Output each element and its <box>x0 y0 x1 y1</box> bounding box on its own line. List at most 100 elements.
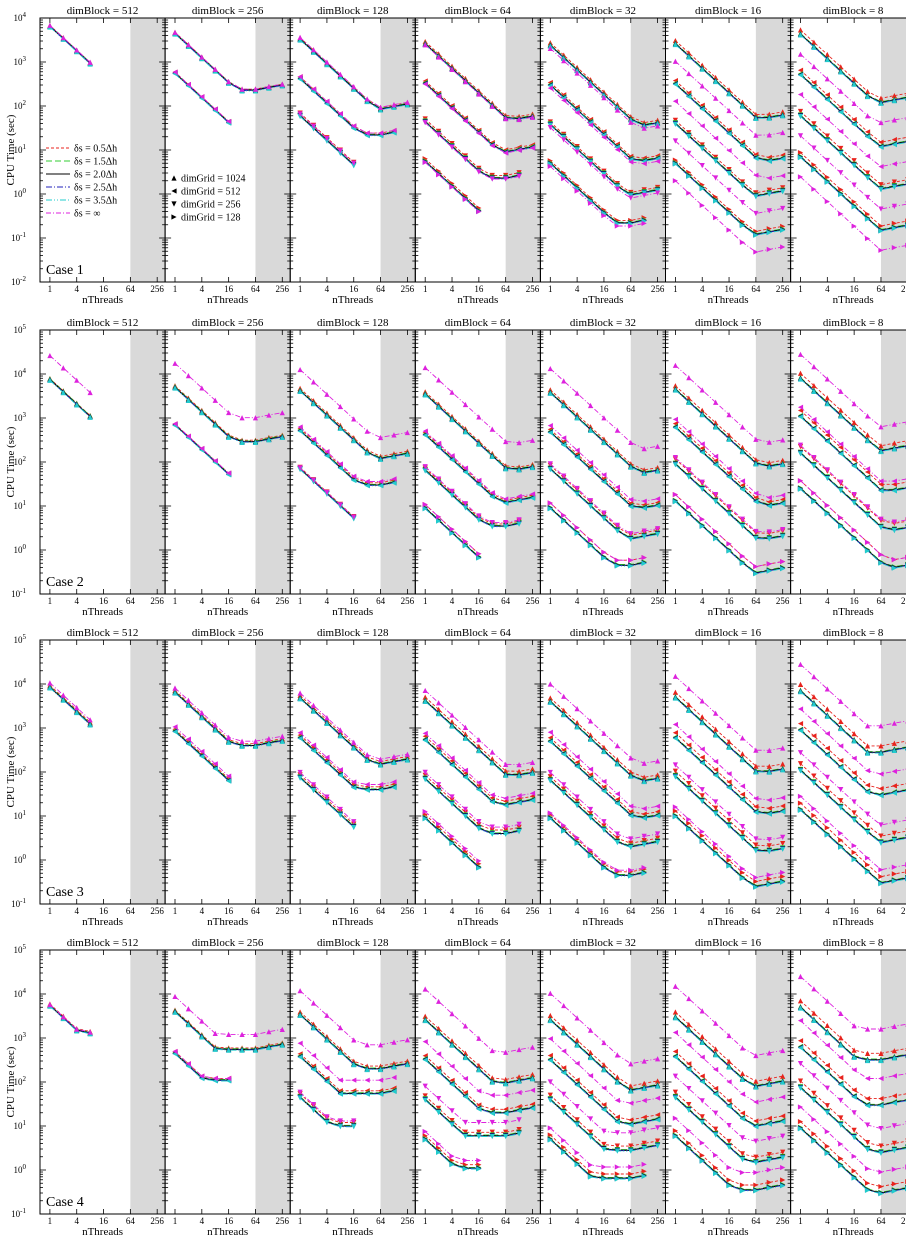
x-tick-label: 1 <box>298 596 303 606</box>
data-point <box>654 190 661 196</box>
data-point <box>601 510 607 516</box>
data-point <box>851 453 857 460</box>
data-point <box>699 441 705 447</box>
data-point <box>628 496 634 503</box>
data-point <box>672 41 679 48</box>
data-point <box>60 692 66 698</box>
data-point <box>436 377 442 383</box>
x-axis-label: nThreads <box>457 606 498 618</box>
data-point <box>672 416 679 422</box>
data-point <box>476 209 482 215</box>
x-axis-label: nThreads <box>207 606 248 618</box>
y-tick-exponent: 2 <box>23 455 27 463</box>
y-tick-label: 103 <box>14 411 27 423</box>
panel-title: dimBlock = 16 <box>695 5 762 17</box>
data-point <box>891 117 897 123</box>
data-point <box>297 428 303 434</box>
data-point <box>462 469 469 475</box>
data-point <box>864 466 871 472</box>
data-point <box>726 227 732 233</box>
data-point <box>713 499 719 505</box>
series-line <box>675 43 783 119</box>
series-line <box>174 71 229 122</box>
x-axis-label: nThreads <box>833 606 874 618</box>
data-point <box>686 504 692 510</box>
x-tick-label: 1 <box>173 284 178 294</box>
data-point <box>838 170 844 176</box>
data-point <box>811 79 817 86</box>
data-point <box>851 182 857 188</box>
panel: dimBlock = 256 1 4 16 64 256 nThreads <box>164 627 291 928</box>
data-point <box>713 175 719 181</box>
x-tick-label: 16 <box>99 284 109 294</box>
data-point <box>87 414 93 420</box>
panel: dimBlock = 16 1 4 16 64 256 nThreads <box>665 317 792 618</box>
data-point <box>641 505 647 511</box>
data-point <box>529 114 536 120</box>
data-point <box>797 442 804 448</box>
data-point <box>422 506 428 512</box>
x-tick-label: 4 <box>575 596 580 606</box>
x-tick-label: 256 <box>276 284 290 294</box>
data-point <box>766 529 772 535</box>
data-point <box>476 130 482 137</box>
data-point <box>628 464 634 470</box>
x-tick-label: 256 <box>526 906 540 916</box>
data-point <box>310 49 317 55</box>
data-point <box>878 223 884 229</box>
data-point <box>337 733 343 739</box>
x-tick-label: 64 <box>376 284 386 294</box>
data-point <box>864 512 871 518</box>
data-point <box>74 709 80 716</box>
data-point <box>436 476 442 482</box>
data-point <box>587 467 594 473</box>
data-point <box>699 523 705 530</box>
data-point <box>601 213 607 219</box>
data-point <box>87 717 93 723</box>
data-point <box>404 99 410 105</box>
data-point <box>351 416 357 422</box>
y-tick-exponent: 3 <box>23 411 27 419</box>
data-point <box>449 389 455 395</box>
data-point <box>185 741 192 747</box>
data-point <box>713 420 719 426</box>
data-point <box>436 480 442 486</box>
data-point <box>614 484 620 490</box>
data-point <box>516 173 522 179</box>
data-point <box>824 467 830 473</box>
data-point <box>699 387 705 393</box>
data-point <box>824 438 830 445</box>
data-point <box>641 534 647 540</box>
panel: dimBlock = 256 1 4 16 64 256 nThreads <box>164 317 291 618</box>
data-point <box>351 819 357 825</box>
data-point <box>739 424 746 430</box>
panel-title: dimBlock = 512 <box>67 317 139 329</box>
data-point <box>279 410 285 416</box>
data-point <box>574 110 580 116</box>
data-point <box>587 122 594 128</box>
data-point <box>891 179 897 185</box>
data-point <box>726 187 732 193</box>
x-axis-label: nThreads <box>332 916 373 928</box>
data-point <box>672 383 679 389</box>
data-point <box>753 132 759 138</box>
data-point <box>699 479 705 485</box>
data-point <box>780 156 786 162</box>
data-point <box>699 486 705 493</box>
data-point <box>239 439 245 446</box>
series-line <box>549 432 658 509</box>
data-point <box>824 502 830 508</box>
data-point <box>449 184 455 190</box>
panel-title: dimBlock = 32 <box>570 317 636 329</box>
data-point <box>686 399 692 405</box>
data-point <box>422 120 428 126</box>
data-point <box>212 722 218 728</box>
data-point <box>797 451 804 457</box>
data-point <box>199 54 205 60</box>
data-point <box>436 440 442 447</box>
data-point <box>172 385 178 391</box>
x-tick-label: 1 <box>798 596 803 606</box>
data-point <box>462 79 469 85</box>
data-point <box>310 748 317 754</box>
y-tick-label: 100 <box>14 543 27 555</box>
